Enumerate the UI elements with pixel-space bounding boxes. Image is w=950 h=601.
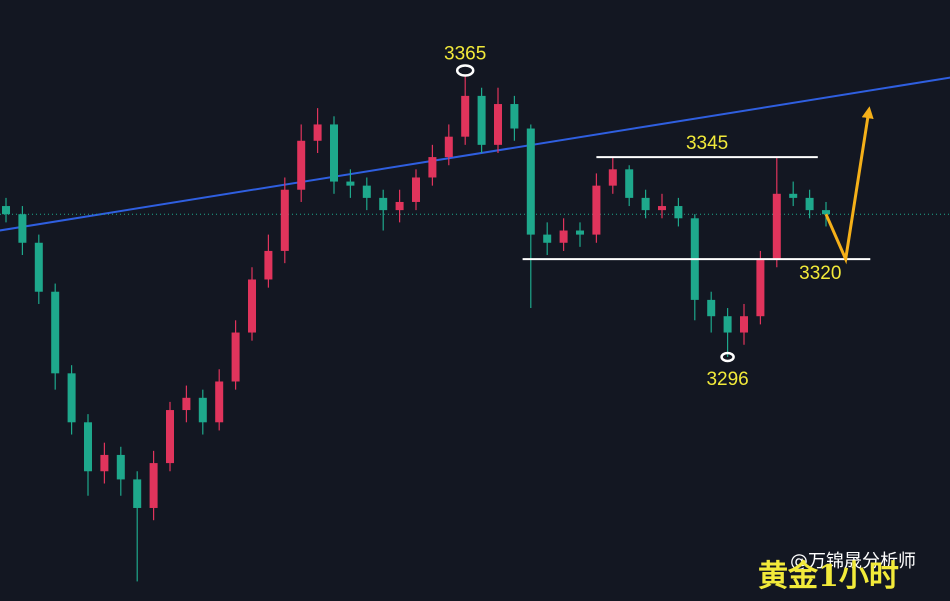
candle-body [280, 189, 289, 251]
point-marker [720, 351, 735, 363]
candle-body [297, 140, 306, 190]
candle-body [740, 316, 748, 333]
candle-body [34, 242, 43, 292]
candle-body [674, 206, 683, 219]
candle-body [182, 397, 191, 411]
candle-body [494, 104, 502, 145]
candle-body [395, 201, 404, 211]
candle-body [116, 454, 125, 480]
candle-body [149, 463, 158, 508]
level-label: 3345 [686, 133, 728, 154]
candle-body [526, 128, 535, 235]
candle-body [330, 124, 338, 182]
candle-body [789, 193, 798, 198]
candle-body [198, 397, 207, 423]
candle-body [84, 422, 92, 472]
watermark-handle: @万锦晟分析师 [790, 551, 916, 572]
candle-body [707, 299, 716, 317]
candle-body [723, 316, 732, 333]
candle-body [133, 479, 142, 508]
candle-body [822, 210, 830, 215]
point-label: 3365 [444, 43, 486, 64]
level-label: 3320 [799, 263, 841, 284]
candle-body [772, 193, 781, 260]
candle-body [461, 95, 470, 137]
watermark-caption: 黄金1小时 [758, 559, 899, 594]
candle-body [166, 410, 174, 464]
candle-body [346, 181, 355, 186]
candle-body [477, 95, 486, 145]
candle-body [67, 373, 76, 423]
candle-body [510, 104, 519, 129]
candle-body [362, 185, 371, 198]
candle-body [559, 230, 568, 243]
candle-body [412, 177, 420, 202]
candle-body [51, 291, 60, 374]
candle-body [444, 136, 453, 158]
projection-arrow [824, 106, 874, 265]
trendline [0, 76, 950, 232]
candle-body [756, 259, 765, 317]
candle-body [658, 206, 666, 211]
candle-body [428, 157, 437, 178]
candle-body [100, 454, 109, 472]
candle-body [592, 185, 601, 235]
point-label: 3296 [706, 369, 748, 390]
candle-body [625, 169, 634, 198]
candle-body [264, 250, 273, 280]
candle-body [608, 169, 617, 186]
candle-body [379, 197, 388, 211]
candle-body [231, 332, 240, 382]
candle-body [215, 381, 224, 423]
candle-body [313, 124, 322, 141]
candle-body [543, 234, 552, 243]
candle-body [576, 230, 584, 235]
candle-body [641, 197, 650, 211]
candle-body [248, 279, 256, 333]
candle-body [2, 206, 10, 215]
point-marker [455, 64, 475, 77]
plot: 3345 3320 3365 3296 [0, 43, 950, 582]
candle-body [18, 214, 27, 243]
candle-body [805, 197, 814, 211]
